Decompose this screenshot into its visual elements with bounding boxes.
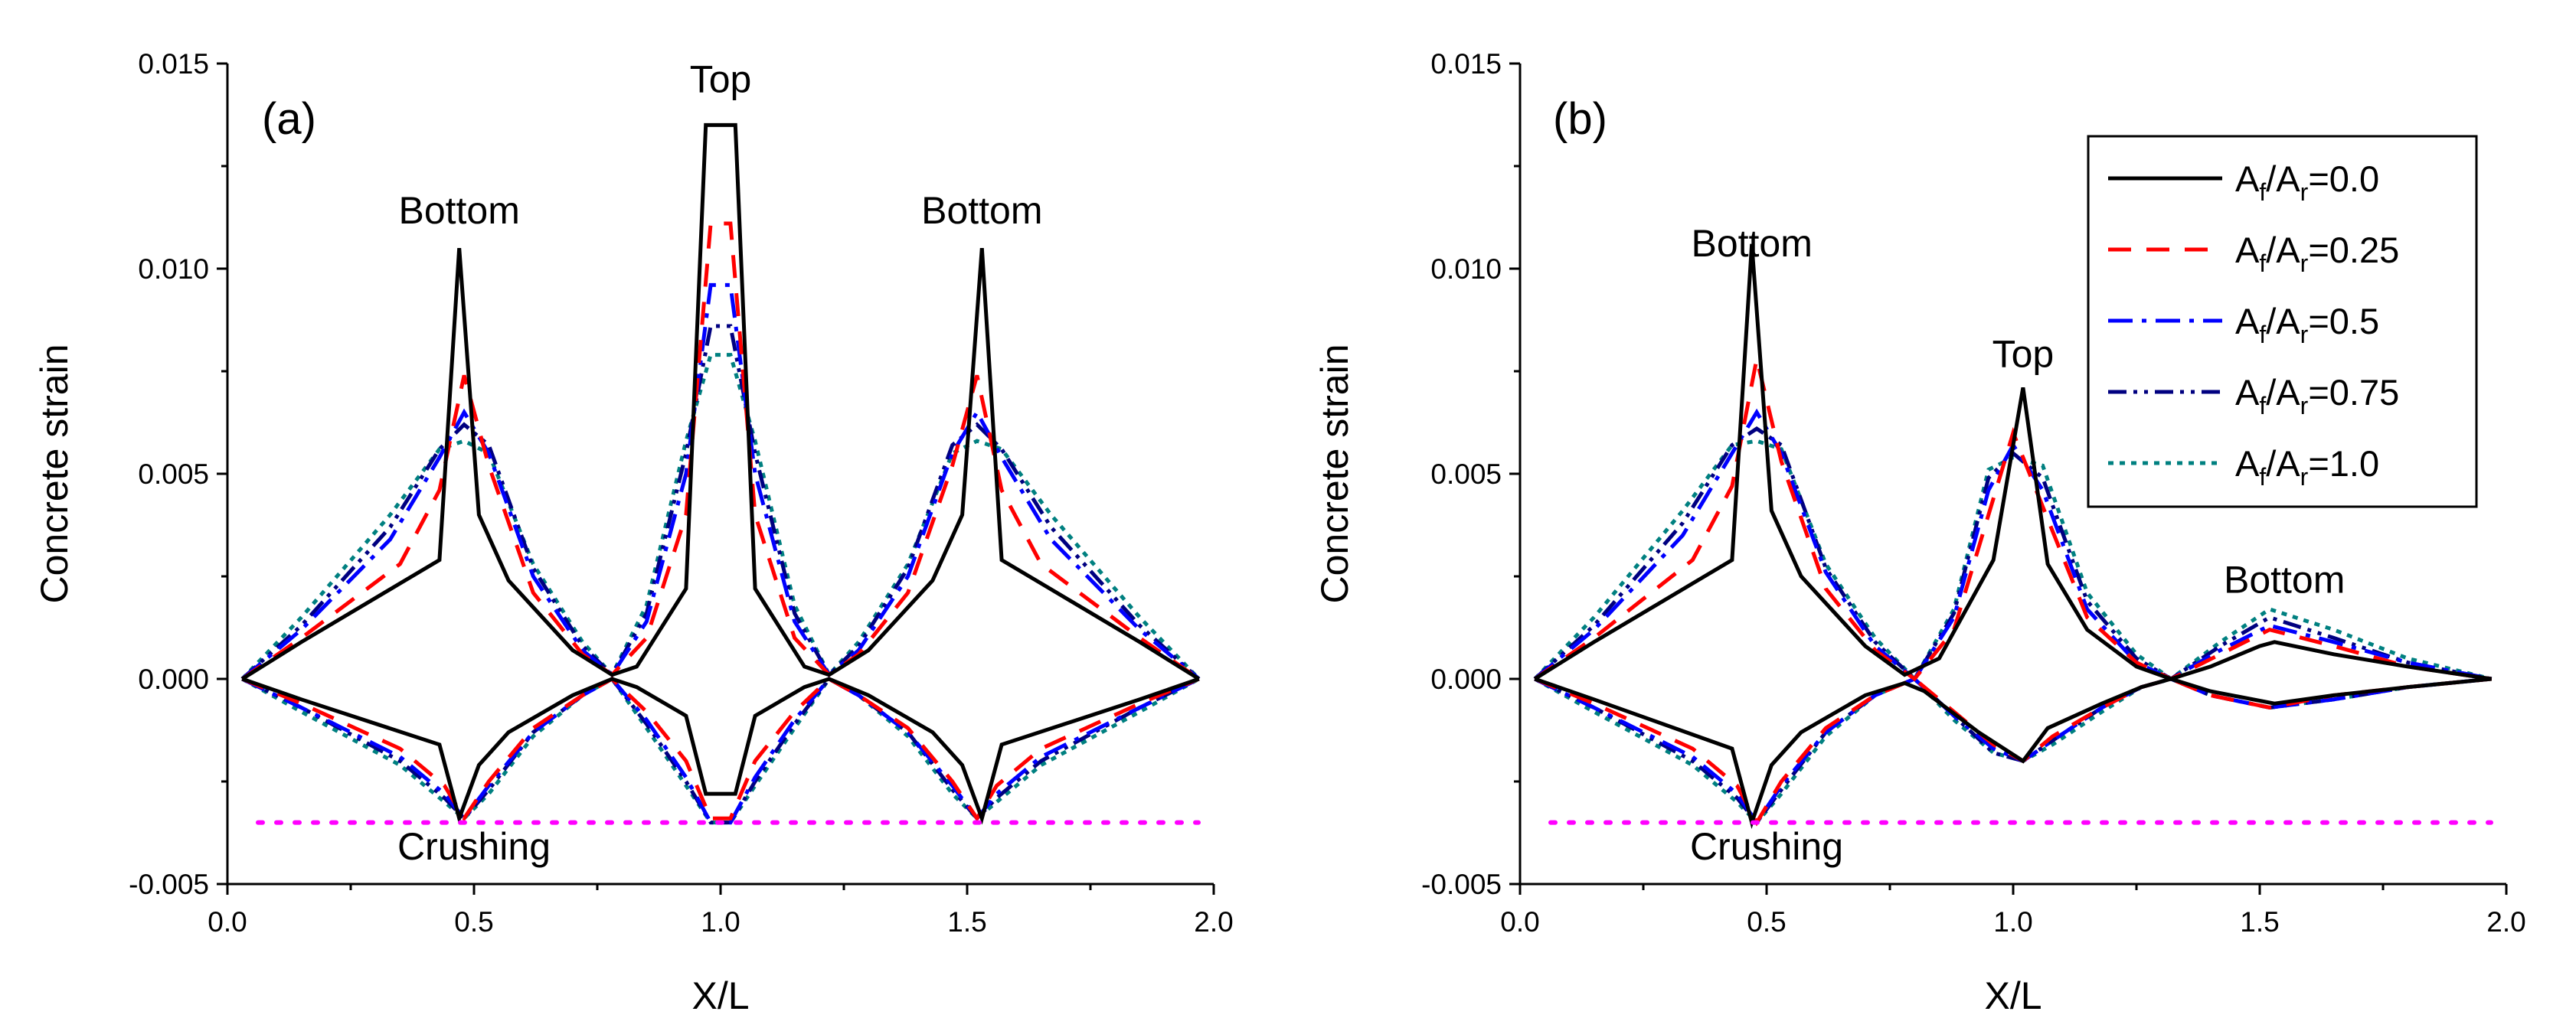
panel-a-x-tick-label: 2.0 [1194,906,1233,938]
legend-label-part: A [2235,301,2260,341]
panel-a-series-0-upper-line [240,122,1201,681]
panel-b-y-tick-label: 0.000 [1430,664,1502,695]
legend-label-part: f [2259,392,2266,419]
panel-a-x-axis-title: X/L [691,974,749,1017]
panel-b-x-tick-label: 2.0 [2486,906,2525,938]
panel-b-y-tick-label: 0.015 [1430,48,1502,80]
panel-b-series-layer [1533,243,2493,830]
panel-b-annotations: (b) Bottom Top Bottom Crushing [1553,94,2345,868]
panel-a-series-4-upper-line [240,353,1201,680]
panel-a-y-tick-label: 0.000 [138,664,209,695]
panel-a-y-tick-label: 0.005 [138,458,209,490]
legend-box [2087,135,2478,508]
panel-a-chart: 0.0 0.5 1.0 1.5 2.0 -0.005 0.000 0.005 0.010 0.01… [33,48,1234,1017]
panel-b-series-2-lower-line [1534,677,2492,827]
legend-label-part: A [2235,230,2260,270]
panel-a-annotation-bottom: Bottom [921,189,1042,232]
panel-a-series-layer [240,122,1201,825]
legend-label-part: /A [2266,230,2300,270]
legend-label-part: A [2235,372,2260,413]
panel-a-x-tick-label: 0.5 [454,906,493,938]
panel-a-x-tick-label: 0.0 [208,906,247,938]
legend-label-part: f [2259,463,2266,491]
legend-label: Af/Ar=0.25 [2235,230,2399,277]
panel-b-annotation-crushing: Crushing [1690,825,1843,868]
legend-label-part: r [2300,178,2309,206]
panel-a-label: (a) [262,94,316,144]
panel-a-annotation-top: Top [690,58,752,101]
panel-b-y-tick-label: -0.005 [1421,869,1502,900]
legend-label-part: =0.25 [2308,230,2399,270]
legend: Af/Ar=0.0Af/Ar=0.25Af/Ar=0.5Af/Ar=0.75Af… [2087,135,2478,508]
legend-label-part: /A [2266,372,2300,413]
legend-label-part: =0.75 [2308,372,2399,413]
panel-a-y-tick-label: -0.005 [129,869,209,900]
panel-b-y-axis-title: Concrete strain [1313,344,1356,603]
legend-label-part: f [2259,178,2266,206]
legend-label-part: r [2300,321,2309,348]
panel-a-x-tick-label: 1.5 [947,906,986,938]
legend-label: Af/Ar=1.0 [2235,443,2379,491]
panel-b-y-tick-label: 0.005 [1430,458,1502,490]
panel-a-annotation-crushing: Crushing [397,825,551,868]
panel-b-annotation-bottom: Bottom [2224,558,2345,601]
panel-b-y-tick-label: 0.010 [1430,253,1502,285]
legend-label-part: /A [2266,158,2300,199]
panel-b-x-tick-label: 1.5 [2240,906,2279,938]
panel-a-series-2-upper-line [240,282,1201,680]
panel-b-axes: 0.0 0.5 1.0 1.5 2.0 -0.005 0.000 0.005 0.010 0.01… [1313,48,2526,1017]
panel-a-x-tick-label: 1.0 [701,906,740,938]
legend-label-part: r [2300,250,2309,277]
panel-a-y-tick-label: 0.015 [138,48,209,80]
panel-b-x-tick-label: 0.5 [1747,906,1786,938]
panel-b-x-tick-label: 1.0 [1993,906,2032,938]
panel-b-annotation-bottom: Bottom [1691,222,1812,265]
legend-label-part: A [2235,443,2260,484]
panel-b-series-0-upper-line [1533,243,2493,681]
panel-a-annotation-bottom: Bottom [398,189,519,232]
legend-label: Af/Ar=0.5 [2235,301,2379,348]
legend-label-part: f [2259,250,2266,277]
panel-a-series-3-upper-line [240,324,1201,680]
legend-label: Af/Ar=0.75 [2235,372,2399,419]
legend-label-part: r [2300,392,2309,419]
legend-label-part: f [2259,321,2266,348]
legend-label-part: =0.0 [2308,158,2379,199]
legend-label: Af/Ar=0.0 [2235,158,2379,206]
legend-label-part: A [2235,158,2260,199]
panel-a-series-1-upper-line [240,221,1201,681]
panel-b-label: (b) [1553,94,1607,144]
legend-label-part: =1.0 [2308,443,2379,484]
legend-label-part: /A [2266,301,2300,341]
legend-label-part: r [2300,463,2309,491]
panel-b-x-tick-label: 0.0 [1500,906,1539,938]
panel-a-y-tick-label: 0.010 [138,253,209,285]
legend-label-part: =0.5 [2308,301,2379,341]
panel-b-annotation-top: Top [1992,333,2055,376]
panel-b-x-axis-title: X/L [1984,974,2042,1017]
panel-b-chart: 0.0 0.5 1.0 1.5 2.0 -0.005 0.000 0.005 0.010 0.01… [1313,48,2526,1017]
panel-b-series-2-upper-line [1533,408,2493,682]
panel-a-axes: 0.0 0.5 1.0 1.5 2.0 -0.005 0.000 0.005 0.010 0.01… [33,48,1234,1017]
legend-label-part: /A [2266,443,2300,484]
panel-a-y-axis-title: Concrete strain [33,344,76,603]
panel-a-axis-frame [226,64,1214,886]
panel-a-series-0-lower-line [241,677,1200,825]
panel-a-series-2-lower-line [241,676,1200,825]
panel-b-series-0-lower-line [1534,677,2492,830]
panel-a-annotations: (a) Bottom Top Bottom Crushing [262,58,1043,868]
